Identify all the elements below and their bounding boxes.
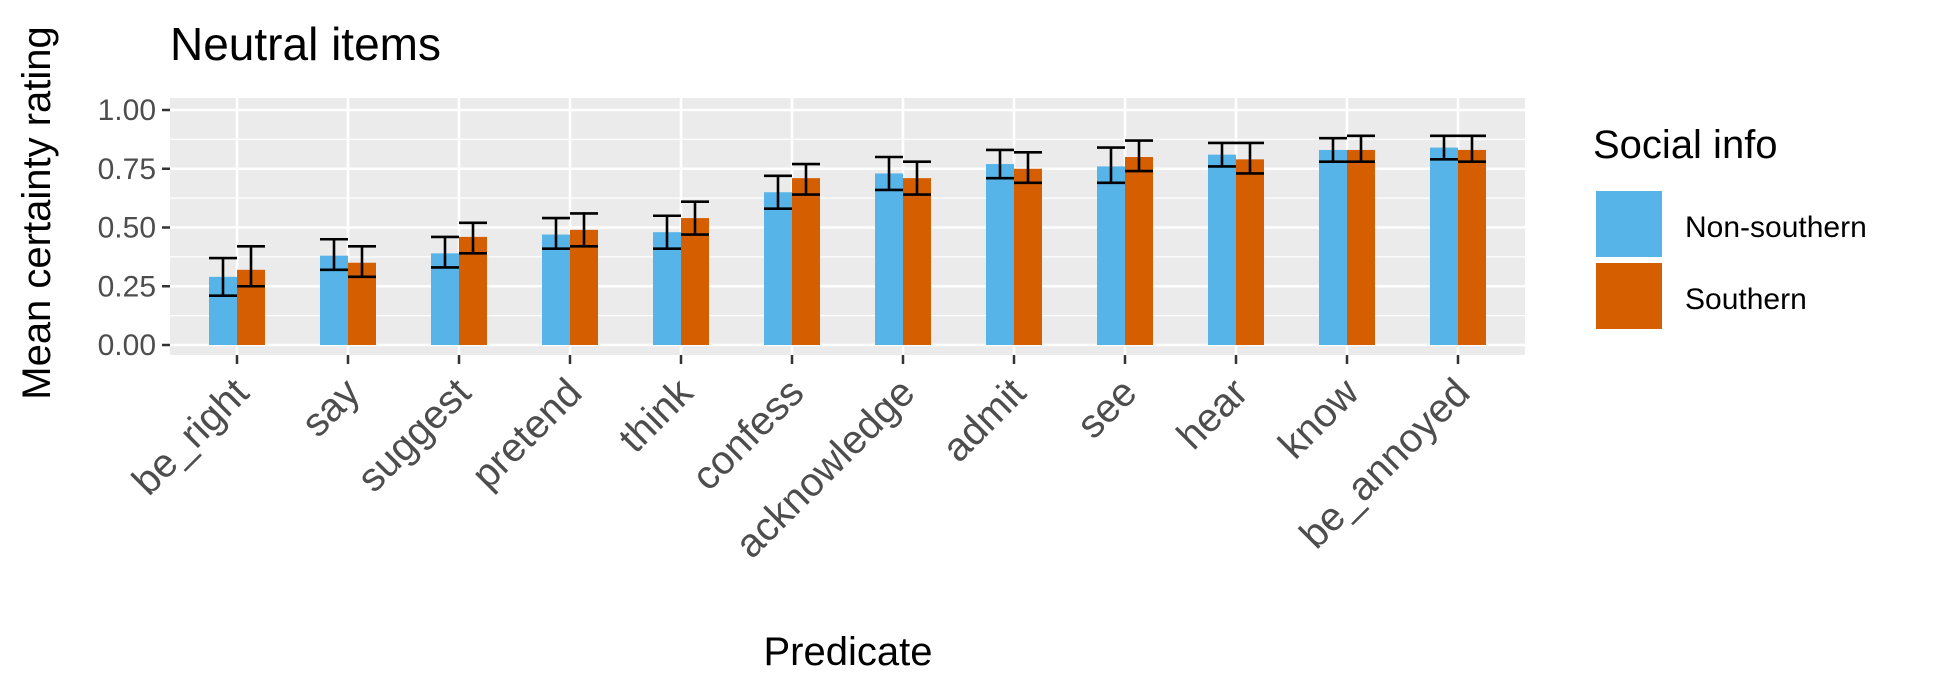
bar-southern-suggest [459,236,487,345]
error-bar-southern-see [1125,139,1153,173]
y-tick-label: 0.25 [98,270,156,303]
error-bar-southern-be_annoyed [1458,134,1486,163]
bar-southern-pretend [570,229,598,345]
y-tick-label: 0.75 [98,153,156,186]
x-tick-label-see: see [1069,370,1146,447]
bar-non-southern-see [1097,166,1125,345]
x-tick-label-pretend: pretend [463,370,590,497]
x-tick-label-say: say [293,370,368,445]
x-tick-label-know: know [1270,370,1367,467]
x-tick-label-be_right: be_right [124,370,257,503]
y-axis-title: Mean certainty rating [15,26,59,400]
error-bar-southern-admit [1014,151,1042,185]
chart-title: Neutral items [170,18,441,70]
error-bar-non-southern-see [1097,146,1125,185]
x-axis-title: Predicate [764,630,933,674]
bar-southern-think [681,218,709,345]
bar-southern-hear [1236,159,1264,345]
error-bar-non-southern-admit [986,148,1014,180]
error-bar-non-southern-acknowledge [875,155,903,192]
legend: Social info Non-southern Southern [1593,123,1867,331]
error-bar-southern-confess [792,162,820,196]
error-bar-southern-suggest [459,221,487,255]
error-bar-non-southern-think [653,214,681,250]
error-bar-southern-be_right [237,245,265,288]
legend-title: Social info [1593,123,1778,167]
bar-southern-see [1125,157,1153,345]
bar-non-southern-pretend [542,234,570,345]
bar-non-southern-acknowledge [875,173,903,345]
bar-non-southern-hear [1208,154,1236,345]
error-bar-southern-say [348,245,376,279]
x-tick-label-admit: admit [934,370,1034,470]
error-bar-non-southern-suggest [431,235,459,269]
bar-non-southern-confess [764,192,792,345]
error-bar-non-southern-say [320,237,348,272]
error-bar-non-southern-confess [764,174,792,210]
bar-non-southern-admit [986,164,1014,345]
bar-southern-be_annoyed [1458,149,1486,345]
x-tick-label-think: think [611,370,703,462]
bar-southern-know [1347,149,1375,345]
error-bar-non-southern-hear [1208,141,1236,168]
bar-non-southern-be_annoyed [1430,147,1458,345]
legend-label-southern: Southern [1685,283,1807,316]
error-bar-southern-pretend [570,212,598,248]
bar-non-southern-know [1319,149,1347,345]
x-tick-label-suggest: suggest [349,370,479,500]
error-bar-southern-think [681,200,709,236]
legend-label-non-southern: Non-southern [1685,211,1867,244]
error-bar-southern-know [1347,134,1375,163]
y-tick-label: 1.00 [98,94,156,127]
bar-southern-acknowledge [903,178,931,345]
bar-southern-confess [792,178,820,345]
x-tick-label-hear: hear [1169,370,1257,458]
error-bar-non-southern-be_right [209,256,237,297]
legend-swatch-non-southern [1594,189,1664,259]
error-bar-southern-acknowledge [903,160,931,196]
y-tick-label: 0.50 [98,212,156,245]
bar-southern-admit [1014,168,1042,345]
y-tick-label: 0.00 [98,329,156,362]
bar-non-southern-think [653,232,681,345]
y-axis: 0.00 0.25 0.50 0.75 1.00 [98,94,170,362]
error-bar-non-southern-know [1319,136,1347,163]
error-bar-non-southern-be_annoyed [1430,134,1458,161]
legend-swatch-southern [1594,261,1664,331]
error-bar-non-southern-pretend [542,216,570,250]
plot-panel [170,98,1525,355]
error-bar-southern-hear [1236,141,1264,175]
